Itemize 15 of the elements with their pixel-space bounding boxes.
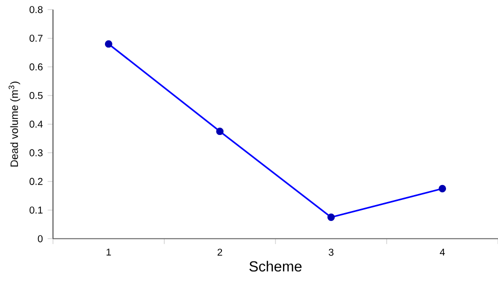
y-tick-label: 0.1 [30, 206, 43, 214]
y-tick-label: 0.7 [30, 34, 43, 42]
y-tick-label: 0 [38, 235, 43, 242]
y-axis-title: Dead volume (m$^{3}$) [8, 82, 20, 166]
y-tick-label: 0.3 [30, 149, 43, 156]
x-tick-label: 1 [106, 248, 111, 256]
y-tick-label: 0.8 [30, 6, 43, 14]
y-tick-label: 0.2 [30, 178, 43, 185]
y-tick-label: 0.5 [30, 92, 43, 100]
y-tick-label: 0.6 [30, 63, 43, 70]
x-tick-label: 2 [218, 248, 222, 256]
y-tick-label: 0.4 [30, 120, 43, 128]
x-tick-label: 4 [440, 248, 445, 256]
x-tick-label: 3 [328, 248, 334, 256]
x-axis-title: Scheme [249, 260, 302, 272]
